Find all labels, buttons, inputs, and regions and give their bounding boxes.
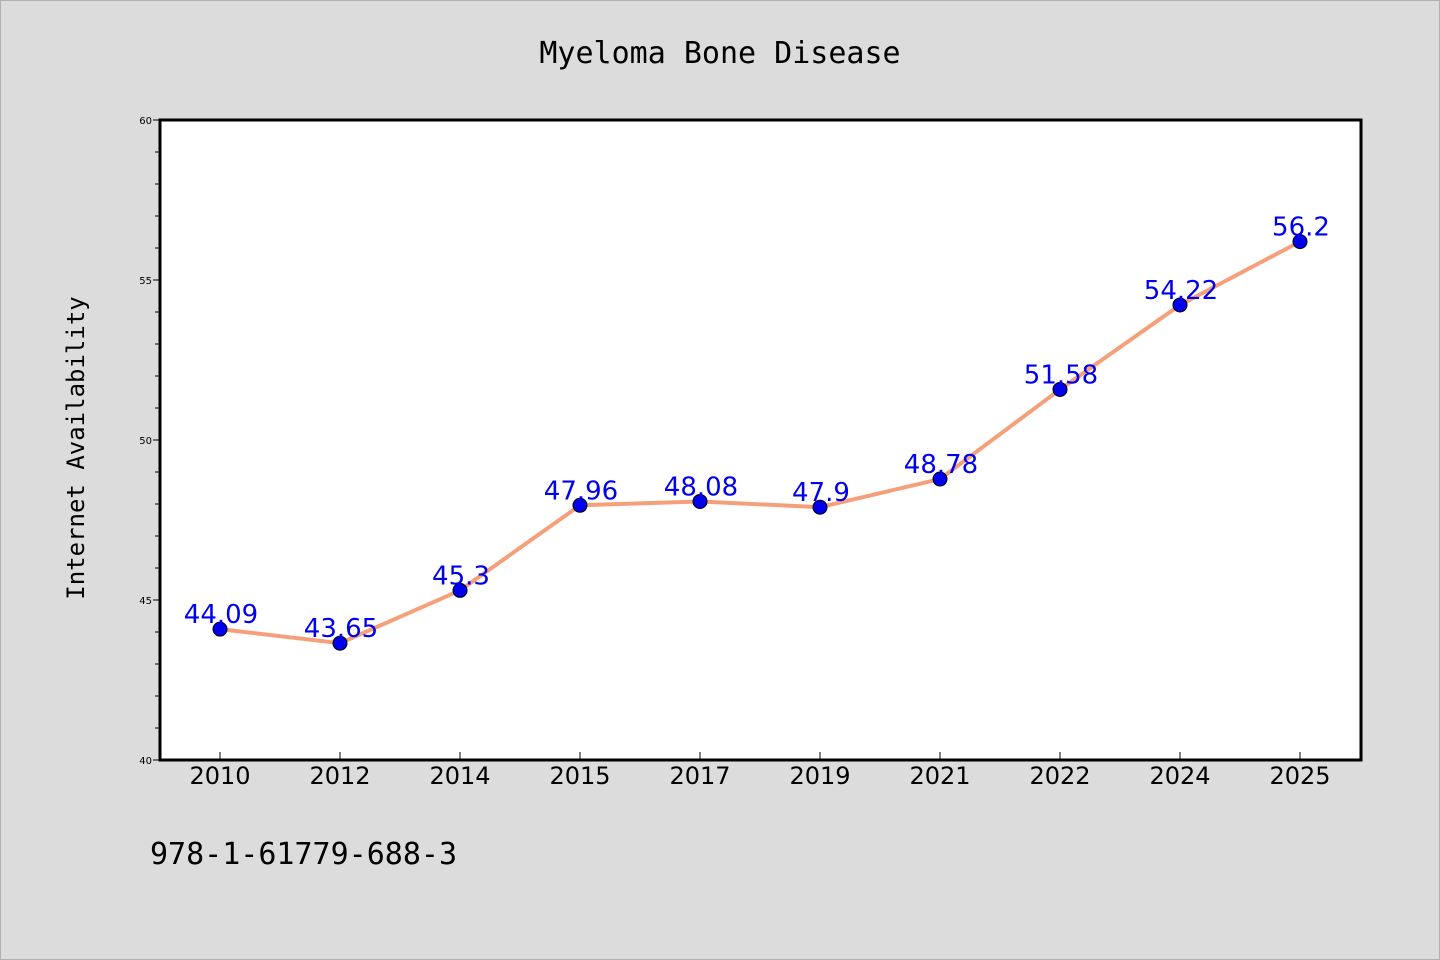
data-label: 43.65 xyxy=(304,614,378,644)
y-tick-label: 55 xyxy=(139,276,152,287)
series-line xyxy=(219,239,1301,646)
x-tick-label: 2012 xyxy=(309,762,370,790)
x-tick-label: 2022 xyxy=(1029,762,1090,790)
data-label: 47.96 xyxy=(544,476,618,506)
data-label: 51.58 xyxy=(1024,360,1098,390)
y-tick-label: 60 xyxy=(139,116,152,127)
data-point xyxy=(812,499,828,515)
data-label: 54.22 xyxy=(1144,276,1218,306)
data-point xyxy=(932,471,948,487)
data-point xyxy=(1292,234,1308,250)
data-point xyxy=(692,493,708,509)
x-tick-label: 2024 xyxy=(1149,762,1210,790)
data-point xyxy=(212,621,228,637)
isbn-text: 978-1-61779-688-3 xyxy=(150,837,457,872)
x-tick-label: 2010 xyxy=(189,762,250,790)
data-point xyxy=(1052,381,1068,397)
data-label: 48.78 xyxy=(904,450,978,480)
series-markers xyxy=(212,234,1308,651)
x-tick-label: 2019 xyxy=(789,762,850,790)
y-tick-label: 40 xyxy=(139,756,152,767)
y-tick-label: 50 xyxy=(139,436,152,447)
x-tick-label: 2017 xyxy=(669,762,730,790)
chart-title: Myeloma Bone Disease xyxy=(539,36,900,71)
data-labels: 44.09 43.65 45.3 47.96 48.08 47.9 48.78 51.58 54… xyxy=(184,213,1330,645)
data-point xyxy=(332,635,348,651)
x-tick-label: 2025 xyxy=(1269,762,1330,790)
data-point xyxy=(572,497,588,513)
data-label: 45.3 xyxy=(432,561,490,591)
y-axis-label: Internet Availability xyxy=(62,296,90,599)
data-point xyxy=(1172,297,1188,313)
data-label: 48.08 xyxy=(664,472,738,502)
axis-ticks: 40 45 50 55 60 2010 2012 2014 2015 2017 2019 2021 20… xyxy=(139,116,1330,790)
y-tick-label: 45 xyxy=(139,596,152,607)
plot-area xyxy=(158,118,1363,762)
series-line-layer xyxy=(219,239,1301,646)
data-label: 56.2 xyxy=(1272,213,1330,243)
x-tick-label: 2015 xyxy=(549,762,610,790)
data-label: 44.09 xyxy=(184,600,258,630)
data-point xyxy=(452,582,468,598)
data-label: 47.9 xyxy=(792,478,850,508)
x-tick-label: 2014 xyxy=(429,762,490,790)
x-tick-label: 2021 xyxy=(909,762,970,790)
